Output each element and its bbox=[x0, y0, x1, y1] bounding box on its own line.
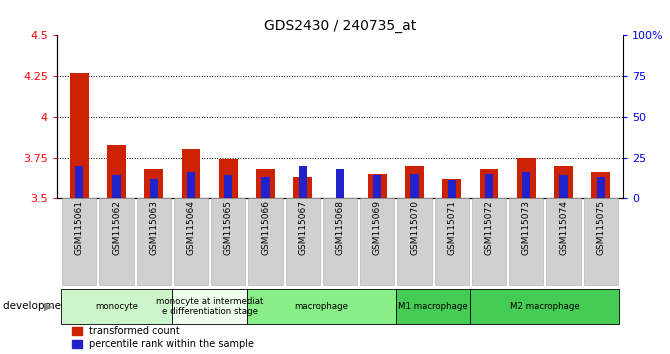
Bar bbox=[373, 176, 381, 198]
Bar bbox=[405, 166, 424, 198]
Text: GSM115075: GSM115075 bbox=[596, 200, 605, 255]
Bar bbox=[75, 166, 84, 198]
Bar bbox=[107, 144, 126, 198]
Legend: transformed count, percentile rank within the sample: transformed count, percentile rank withi… bbox=[72, 326, 255, 349]
Text: monocyte at intermediat
e differentiation stage: monocyte at intermediat e differentiatio… bbox=[156, 297, 263, 316]
Text: GSM115069: GSM115069 bbox=[373, 200, 382, 255]
Text: GSM115071: GSM115071 bbox=[448, 200, 456, 255]
Text: monocyte: monocyte bbox=[95, 302, 138, 311]
Bar bbox=[485, 174, 493, 198]
Bar bbox=[293, 177, 312, 198]
Text: GSM115070: GSM115070 bbox=[410, 200, 419, 255]
Text: macrophage: macrophage bbox=[294, 302, 348, 311]
Bar bbox=[219, 159, 238, 198]
Text: GSM115073: GSM115073 bbox=[522, 200, 531, 255]
Bar bbox=[145, 169, 163, 198]
Text: M1 macrophage: M1 macrophage bbox=[398, 302, 468, 311]
Text: GSM115064: GSM115064 bbox=[186, 200, 196, 255]
Text: GSM115061: GSM115061 bbox=[75, 200, 84, 255]
Text: ▶: ▶ bbox=[44, 301, 52, 311]
Text: GSM115062: GSM115062 bbox=[112, 200, 121, 255]
Bar bbox=[448, 180, 456, 198]
Bar bbox=[554, 166, 573, 198]
Text: GSM115072: GSM115072 bbox=[484, 200, 494, 255]
Bar bbox=[522, 172, 531, 198]
Bar bbox=[113, 176, 121, 198]
Text: GSM115074: GSM115074 bbox=[559, 200, 568, 255]
Text: GSM115068: GSM115068 bbox=[336, 200, 344, 255]
Bar bbox=[256, 169, 275, 198]
Bar bbox=[70, 73, 88, 198]
Bar bbox=[299, 166, 307, 198]
Text: GSM115067: GSM115067 bbox=[298, 200, 308, 255]
Bar bbox=[368, 174, 387, 198]
Bar bbox=[336, 169, 344, 198]
Bar bbox=[442, 179, 461, 198]
Bar bbox=[517, 158, 535, 198]
Bar bbox=[596, 177, 605, 198]
Bar bbox=[187, 172, 195, 198]
Bar bbox=[592, 172, 610, 198]
Text: GSM115065: GSM115065 bbox=[224, 200, 232, 255]
Bar bbox=[480, 169, 498, 198]
Text: GSM115063: GSM115063 bbox=[149, 200, 158, 255]
Bar bbox=[224, 176, 232, 198]
Bar bbox=[182, 149, 200, 198]
Bar bbox=[410, 174, 419, 198]
Text: development stage: development stage bbox=[3, 301, 105, 311]
Title: GDS2430 / 240735_at: GDS2430 / 240735_at bbox=[264, 19, 416, 33]
Bar bbox=[559, 176, 567, 198]
Text: M2 macrophage: M2 macrophage bbox=[510, 302, 580, 311]
Bar bbox=[261, 177, 270, 198]
Bar bbox=[149, 179, 158, 198]
Text: GSM115066: GSM115066 bbox=[261, 200, 270, 255]
